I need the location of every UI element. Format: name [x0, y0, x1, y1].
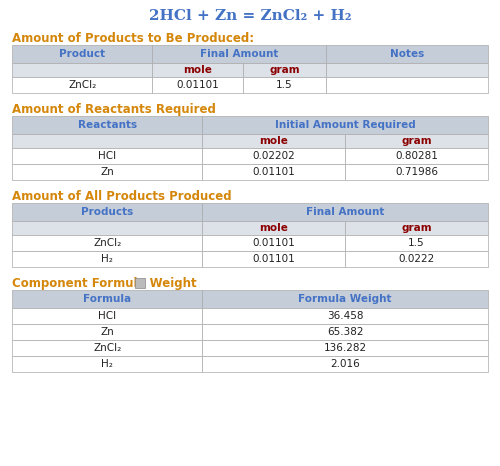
Text: HCl: HCl [98, 311, 116, 321]
Bar [12, 134, 202, 148]
Bar [12, 290, 202, 308]
Bar [326, 45, 488, 63]
Text: gram: gram [269, 65, 300, 75]
Bar [12, 63, 152, 77]
Text: 1.5: 1.5 [276, 80, 293, 90]
Text: Amount of All Products Produced: Amount of All Products Produced [12, 190, 232, 203]
Bar [243, 77, 326, 93]
Text: 0.02202: 0.02202 [252, 151, 295, 161]
Text: Reactants: Reactants [78, 120, 137, 130]
Bar [202, 148, 345, 164]
Text: mole: mole [260, 223, 288, 233]
Text: 0.01101: 0.01101 [252, 167, 295, 177]
Bar [345, 148, 488, 164]
Text: Formula Weight: Formula Weight [298, 294, 392, 304]
Text: Zn: Zn [100, 327, 114, 337]
Text: 0.01101: 0.01101 [252, 238, 295, 248]
Text: 136.282: 136.282 [324, 343, 367, 353]
Bar [345, 251, 488, 267]
Text: ZnCl₂: ZnCl₂ [68, 80, 96, 90]
Bar [345, 235, 488, 251]
Text: 65.382: 65.382 [327, 327, 364, 337]
Text: 0.0222: 0.0222 [398, 254, 434, 264]
Bar [152, 63, 243, 77]
Text: Products: Products [81, 207, 134, 217]
Bar [202, 164, 345, 180]
Bar [202, 356, 488, 372]
Text: Final Amount: Final Amount [200, 49, 278, 59]
Bar [12, 148, 202, 164]
Text: ZnCl₂: ZnCl₂ [93, 343, 122, 353]
Bar [12, 203, 202, 221]
Text: 0.80281: 0.80281 [395, 151, 438, 161]
Bar [12, 340, 202, 356]
Bar [202, 134, 345, 148]
Text: Initial Amount Required: Initial Amount Required [275, 120, 416, 130]
Bar [345, 134, 488, 148]
Bar [202, 308, 488, 324]
Bar [12, 235, 202, 251]
Text: Zn: Zn [100, 167, 114, 177]
Text: Amount of Products to Be Produced:: Amount of Products to Be Produced: [12, 32, 254, 45]
Bar [202, 235, 345, 251]
Text: H₂: H₂ [102, 359, 113, 369]
Bar [345, 164, 488, 180]
Text: 36.458: 36.458 [327, 311, 364, 321]
Bar [202, 251, 345, 267]
Text: H₂: H₂ [102, 254, 113, 264]
Text: 0.01101: 0.01101 [252, 254, 295, 264]
Bar [12, 164, 202, 180]
Text: mole: mole [260, 136, 288, 146]
Text: Component Formula Weight: Component Formula Weight [12, 277, 196, 290]
Text: 2HCl + Zn = ZnCl₂ + H₂: 2HCl + Zn = ZnCl₂ + H₂ [149, 9, 351, 23]
Text: Product: Product [59, 49, 106, 59]
Bar [202, 221, 345, 235]
Text: 0.71986: 0.71986 [395, 167, 438, 177]
Bar [12, 116, 202, 134]
Bar [202, 116, 488, 134]
Bar [12, 324, 202, 340]
Text: 2.016: 2.016 [330, 359, 360, 369]
Text: 0.01101: 0.01101 [176, 80, 219, 90]
Bar [135, 278, 145, 288]
Bar [345, 221, 488, 235]
Bar [12, 45, 152, 63]
Bar [12, 308, 202, 324]
Text: 1.5: 1.5 [408, 238, 425, 248]
Bar [12, 251, 202, 267]
Bar [152, 77, 243, 93]
Text: Formula: Formula [83, 294, 132, 304]
Bar [12, 77, 152, 93]
Bar [202, 203, 488, 221]
Bar [152, 45, 326, 63]
Text: Notes: Notes [390, 49, 424, 59]
Bar [326, 63, 488, 77]
Text: mole: mole [183, 65, 212, 75]
Bar [202, 290, 488, 308]
Text: gram: gram [402, 136, 432, 146]
Bar [12, 356, 202, 372]
Bar [202, 340, 488, 356]
Text: HCl: HCl [98, 151, 116, 161]
Bar [326, 77, 488, 93]
Bar [202, 324, 488, 340]
Bar [243, 63, 326, 77]
Text: Final Amount: Final Amount [306, 207, 384, 217]
Text: Amount of Reactants Required: Amount of Reactants Required [12, 103, 216, 116]
Text: ZnCl₂: ZnCl₂ [93, 238, 122, 248]
Bar [12, 221, 202, 235]
Text: gram: gram [402, 223, 432, 233]
